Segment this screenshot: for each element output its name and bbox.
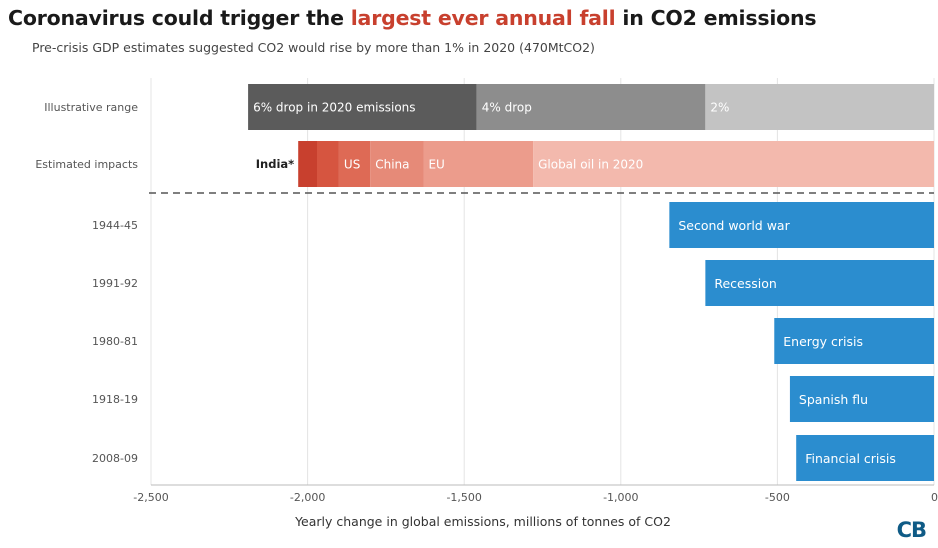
x-tick-label: -2,000 [290,491,325,504]
row-label: 1918-19 [92,393,138,406]
chart-subtitle: Pre-crisis GDP estimates suggested CO2 w… [32,40,595,55]
x-tick-label: -500 [765,491,790,504]
bar-segment [370,141,424,187]
bar-segment [476,84,706,130]
segment-label: EU [428,158,444,172]
x-tick-label: -1,000 [603,491,638,504]
bar [796,435,934,481]
row-label: Estimated impacts [35,158,138,171]
segment-label: 2% [710,101,729,115]
row-label: 1944-45 [92,219,138,232]
bar-segment [338,141,371,187]
bar [669,202,934,248]
bar-label: Financial crisis [805,451,896,466]
x-tick-label: -2,500 [133,491,168,504]
x-tick-label: -1,500 [446,491,481,504]
title-highlight: largest ever annual fall [350,6,616,30]
row-label: 1991-92 [92,277,138,290]
segment-label: 4% drop [482,101,532,115]
bar [774,318,934,364]
bar-segment [533,141,934,187]
title-part-1: Coronavirus could trigger the [8,6,351,30]
x-tick-label: 0 [931,491,938,504]
bar-label: Recession [714,276,776,291]
bar-segment [298,141,317,187]
row-label: 1980-81 [92,335,138,348]
bar-label: Spanish flu [799,392,868,407]
title-part-2: in CO2 emissions [615,6,817,30]
bar [705,260,934,306]
x-axis-label: Yearly change in global emissions, milli… [294,514,671,529]
row-label: Illustrative range [44,101,138,114]
bar-segment [248,84,477,130]
segment-label: 6% drop in 2020 emissions [253,101,415,115]
bar [789,376,934,422]
bar-segment [316,141,339,187]
segment-label: China [375,158,409,172]
segment-label: India* [256,157,294,171]
bar-label: Energy crisis [783,334,863,349]
bar-segment [705,84,934,130]
bar-segment [423,141,534,187]
row-label: 2008-09 [92,452,138,465]
segment-label: US [344,158,360,172]
chart-title: Coronavirus could trigger the largest ev… [8,6,817,30]
bar-label: Second world war [678,218,790,233]
carbon-brief-logo: CB [896,518,927,542]
segment-label: Global oil in 2020 [538,158,643,172]
